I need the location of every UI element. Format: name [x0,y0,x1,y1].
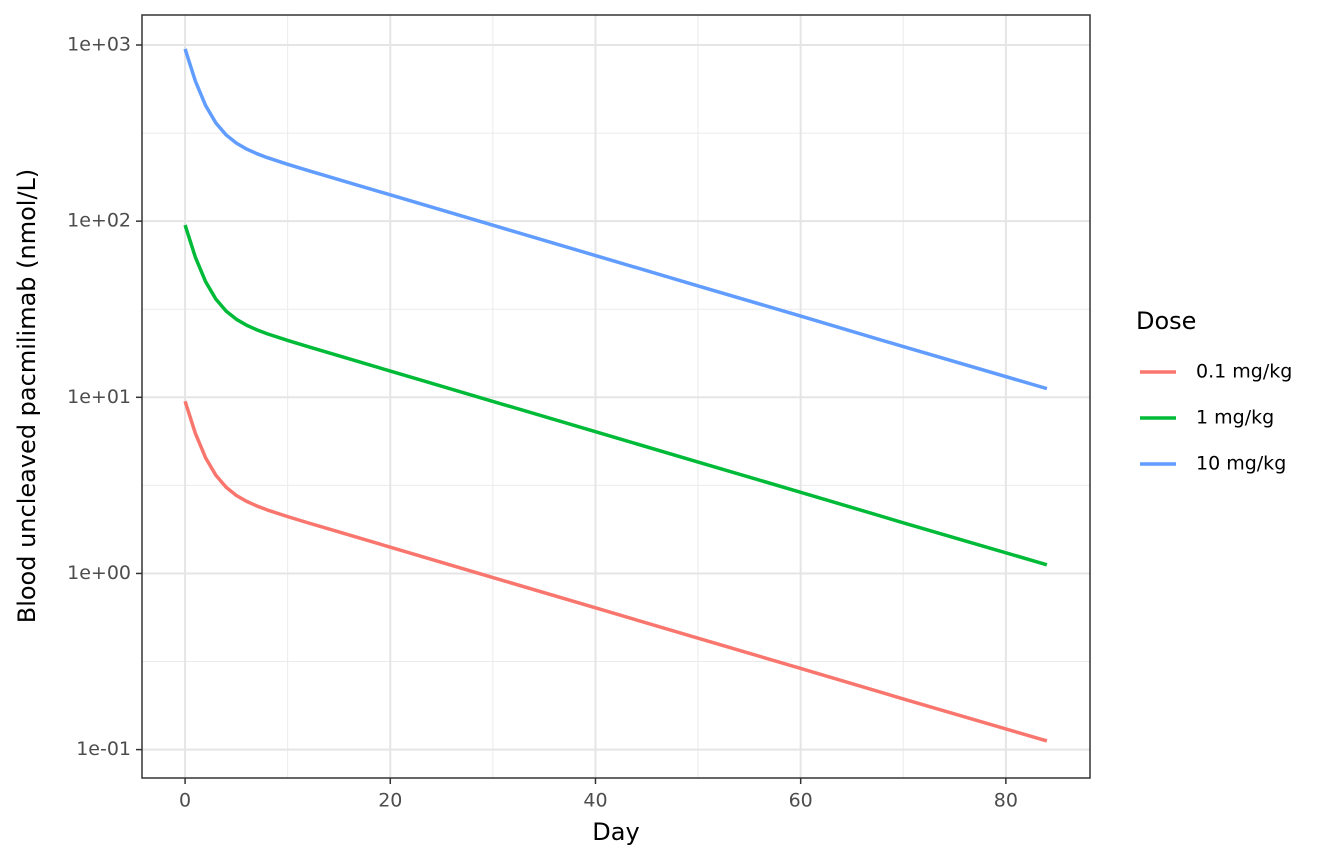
y-tick-label: 1e-01 [76,738,131,760]
x-tick-label: 80 [994,790,1018,812]
y-tick-label: 1e+01 [67,386,131,408]
data-line [183,400,1048,743]
x-tick-label: 20 [378,790,402,812]
data-line [183,224,1048,567]
x-axis-title: Day [592,818,639,846]
legend-label: 1 mg/kg [1196,407,1274,429]
data-line [183,48,1048,391]
y-axis-title: Blood uncleaved pacmilimab (nmol/L) [13,169,41,624]
legend-label: 10 mg/kg [1196,453,1286,475]
legend-label: 0.1 mg/kg [1196,361,1292,383]
y-tick-label: 1e+00 [67,562,131,584]
legend-title: Dose [1136,307,1196,335]
x-tick-label: 0 [179,790,191,812]
y-tick-label: 1e+02 [67,210,131,232]
panel-border [141,14,1091,779]
x-tick-label: 40 [583,790,607,812]
x-tick-label: 60 [789,790,813,812]
y-tick-label: 1e+03 [67,33,131,55]
